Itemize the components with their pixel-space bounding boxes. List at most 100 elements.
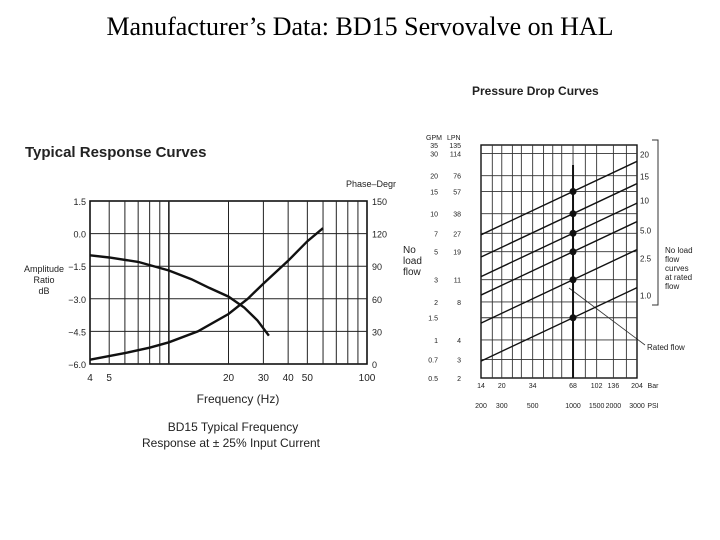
rated-flow-leader — [568, 287, 646, 346]
pressure-left-label-3: flow — [403, 267, 422, 278]
gpm-tick: 35 — [430, 143, 438, 150]
lpn-tick: 2 — [457, 376, 461, 383]
psi-tick: 2000 — [606, 403, 622, 410]
lpn-tick: 8 — [457, 300, 461, 307]
psi-tick: 300 — [496, 403, 508, 410]
pressure-ticks: GPM353020151075321.510.70.5LPN1351147657… — [426, 135, 659, 410]
response-left-label-1: Amplitude — [24, 264, 64, 274]
response-y-tick-left: 1.5 — [73, 197, 86, 207]
pressure-left-label-2: load — [403, 256, 422, 267]
bar-tick: 136 — [608, 383, 620, 390]
pressure-series — [480, 160, 638, 378]
flow-line — [480, 182, 638, 258]
pressure-grid — [480, 144, 638, 379]
bar-tick: 102 — [591, 383, 603, 390]
response-left-label-3: dB — [38, 286, 49, 296]
response-chart-title: Typical Response Curves — [25, 144, 206, 161]
lpn-tick: 57 — [453, 189, 461, 196]
response-y-tick-left: −6.0 — [68, 360, 86, 370]
lpn-header: LPN — [447, 135, 461, 142]
gpm-header: GPM — [426, 135, 442, 142]
response-y-tick-right: 30 — [372, 327, 382, 337]
rated-note-3: curves — [665, 264, 689, 273]
rated-note-2: flow — [665, 255, 679, 264]
rated-note-5: flow — [665, 282, 679, 291]
response-y-tick-left: −4.5 — [68, 327, 86, 337]
pressure-left-label-1: No — [403, 245, 416, 256]
gpm-tick: 1.5 — [428, 316, 438, 323]
rated-flow-annotation: Rated flow — [647, 343, 685, 352]
gpm-tick: 2 — [434, 300, 438, 307]
rated-flow-label: 1.0 — [640, 291, 652, 300]
response-x-tick: 4 — [87, 373, 93, 384]
gpm-tick: 7 — [434, 231, 438, 238]
response-right-axis-label: Phase–Degr — [346, 179, 396, 189]
gpm-tick: 10 — [430, 212, 438, 219]
rated-flow-label: 2.5 — [640, 254, 652, 263]
response-x-tick: 40 — [283, 373, 295, 384]
lpn-tick: 114 — [450, 151, 461, 158]
flow-line — [480, 220, 638, 296]
gpm-tick: 0.5 — [428, 376, 438, 383]
psi-tick: PSI — [647, 403, 658, 410]
psi-tick: 1500 — [589, 403, 605, 410]
lpn-tick: 27 — [453, 231, 461, 238]
psi-tick: 1000 — [565, 403, 581, 410]
gpm-tick: 15 — [430, 189, 438, 196]
lpn-tick: 19 — [453, 250, 461, 257]
gpm-tick: 0.7 — [428, 358, 438, 365]
psi-tick: 500 — [527, 403, 539, 410]
psi-tick: 200 — [475, 403, 487, 410]
response-caption-line2: Response at ± 25% Input Current — [142, 436, 321, 450]
response-ticks: 4 5 20 30 40 50 100 1.5 0.0 −1.5 −3.0 −4.5 −6.0 150 12… — [68, 197, 387, 384]
pressure-chart-title: Pressure Drop Curves — [472, 84, 599, 98]
rated-flow-label: 10 — [640, 196, 649, 205]
rated-note-4: at rated — [665, 273, 692, 282]
flow-line — [480, 248, 638, 324]
bar-tick: 68 — [569, 383, 577, 390]
rated-flow-label: 5.0 — [640, 226, 652, 235]
lpn-tick: 135 — [449, 143, 461, 150]
response-y-tick-right: 150 — [372, 197, 387, 207]
bar-tick: 204 — [631, 383, 643, 390]
gpm-tick: 20 — [430, 174, 438, 181]
phase-curve — [89, 227, 324, 361]
bar-tick: Bar — [648, 383, 660, 390]
response-y-tick-right: 60 — [372, 295, 382, 305]
response-x-tick: 5 — [106, 373, 112, 384]
response-y-tick-right: 120 — [372, 230, 387, 240]
rated-note-1: No load — [665, 246, 693, 255]
response-grid — [89, 200, 368, 365]
response-y-tick-right: 90 — [372, 262, 382, 272]
amplitude-curve — [89, 254, 270, 337]
response-x-axis-label: Frequency (Hz) — [197, 392, 280, 406]
response-y-tick-left: −1.5 — [68, 262, 86, 272]
response-x-tick: 20 — [223, 373, 235, 384]
gpm-tick: 5 — [434, 250, 438, 257]
slide-title: Manufacturer’s Data: BD15 Servovalve on … — [106, 12, 614, 41]
gpm-tick: 30 — [430, 151, 438, 158]
lpn-tick: 3 — [457, 358, 461, 365]
response-series — [89, 227, 324, 361]
response-x-tick: 50 — [302, 373, 314, 384]
flow-line — [480, 160, 638, 236]
response-x-tick: 30 — [258, 373, 270, 384]
flow-line — [480, 202, 638, 278]
bar-tick: 14 — [477, 383, 485, 390]
response-x-tick: 100 — [359, 373, 376, 384]
bar-tick: 34 — [529, 383, 537, 390]
lpn-tick: 11 — [454, 278, 461, 285]
response-y-tick-right: 0 — [372, 360, 377, 370]
response-y-tick-left: −3.0 — [68, 295, 86, 305]
rated-flow-label: 20 — [640, 150, 649, 159]
lpn-tick: 76 — [453, 174, 461, 181]
rated-flow-label: 15 — [640, 173, 649, 182]
bar-tick: 20 — [498, 383, 506, 390]
gpm-tick: 1 — [434, 338, 438, 345]
response-caption-line1: BD15 Typical Frequency — [168, 420, 299, 434]
response-y-tick-left: 0.0 — [73, 230, 86, 240]
lpn-tick: 4 — [457, 338, 461, 345]
flow-line — [480, 286, 638, 362]
lpn-tick: 38 — [453, 212, 461, 219]
